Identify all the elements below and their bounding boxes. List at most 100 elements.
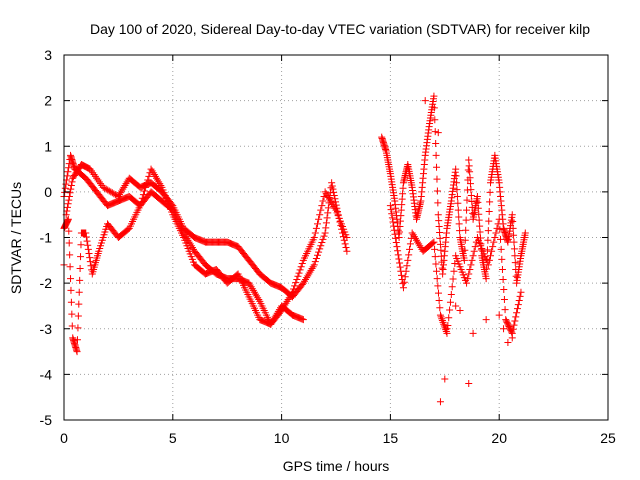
data-point — [438, 317, 446, 325]
data-point — [432, 260, 440, 268]
x-tick-label: 15 — [383, 430, 399, 446]
data-point — [508, 211, 516, 219]
data-point — [316, 245, 324, 253]
data-point — [436, 228, 444, 236]
data-point — [185, 238, 193, 246]
data-point — [322, 190, 330, 198]
data-point — [119, 185, 127, 193]
data-point — [82, 233, 90, 241]
data-point — [73, 336, 81, 344]
data-point — [328, 182, 336, 190]
data-point — [432, 140, 440, 148]
data-point — [416, 242, 424, 250]
data-point — [249, 286, 257, 294]
data-point — [484, 236, 492, 244]
data-point — [86, 165, 94, 173]
data-point — [470, 247, 478, 255]
data-point — [247, 283, 255, 291]
x-tick-label: 25 — [600, 430, 616, 446]
y-tick-label: -1 — [40, 230, 53, 246]
data-point — [512, 313, 520, 321]
data-point — [431, 128, 439, 136]
data-point — [330, 188, 338, 196]
data-point — [304, 272, 312, 280]
x-tick-label: 10 — [274, 430, 290, 446]
data-point — [435, 217, 443, 225]
data-point — [499, 275, 507, 283]
data-point — [315, 248, 323, 256]
data-point — [497, 235, 505, 243]
data-point — [85, 249, 93, 257]
data-point — [105, 187, 113, 195]
data-point — [298, 260, 306, 268]
data-point — [485, 207, 493, 215]
data-point — [431, 116, 439, 124]
data-point — [400, 278, 408, 286]
data-point — [114, 192, 122, 200]
data-point — [65, 164, 73, 172]
data-point — [73, 348, 81, 356]
data-point — [496, 225, 504, 233]
data-point — [82, 229, 90, 237]
data-point — [495, 215, 503, 223]
data-point — [86, 254, 94, 262]
data-point — [399, 284, 407, 292]
data-point — [95, 178, 103, 186]
data-point — [97, 180, 105, 188]
data-point — [65, 196, 73, 204]
data-point — [511, 317, 519, 325]
data-point — [475, 210, 483, 218]
data-point — [143, 180, 151, 188]
data-point — [251, 290, 259, 298]
data-point — [74, 312, 82, 320]
data-point — [64, 200, 72, 208]
y-tick-label: -5 — [40, 412, 53, 428]
x-tick-label: 20 — [491, 430, 507, 446]
data-point — [147, 165, 155, 173]
data-point — [253, 292, 261, 300]
data-point — [516, 292, 524, 300]
data-point — [406, 245, 414, 253]
data-point — [456, 307, 464, 314]
data-point — [394, 247, 402, 255]
data-point — [489, 243, 497, 251]
data-point — [403, 262, 411, 270]
data-point — [466, 168, 474, 176]
data-point — [467, 192, 475, 200]
data-point — [285, 294, 293, 302]
data-point — [283, 297, 291, 305]
data-point — [433, 187, 441, 195]
data-point — [342, 244, 350, 252]
y-tick-label: 0 — [44, 184, 52, 200]
data-point — [393, 243, 401, 251]
data-point — [429, 239, 437, 247]
data-point — [312, 224, 320, 232]
data-point — [89, 169, 97, 177]
data-point — [511, 259, 519, 267]
data-point — [67, 298, 75, 306]
data-point — [107, 188, 115, 196]
data-point — [390, 222, 398, 230]
data-point — [392, 234, 400, 242]
data-point — [67, 286, 75, 294]
data-point — [395, 255, 403, 263]
data-point — [474, 198, 482, 206]
data-point — [65, 239, 73, 247]
data-point — [504, 338, 512, 346]
data-point — [436, 311, 444, 319]
data-point — [488, 247, 496, 255]
data-point — [454, 199, 462, 207]
data-point — [391, 230, 399, 238]
data-point — [331, 204, 339, 212]
data-point — [402, 267, 410, 275]
data-point — [491, 234, 499, 241]
data-point — [294, 272, 302, 280]
data-point — [438, 264, 446, 272]
data-point — [392, 239, 400, 247]
data-points — [60, 92, 529, 406]
data-point — [151, 172, 159, 180]
data-point — [482, 275, 490, 283]
data-point — [329, 201, 337, 209]
data-point — [324, 209, 332, 217]
data-point — [512, 272, 520, 280]
